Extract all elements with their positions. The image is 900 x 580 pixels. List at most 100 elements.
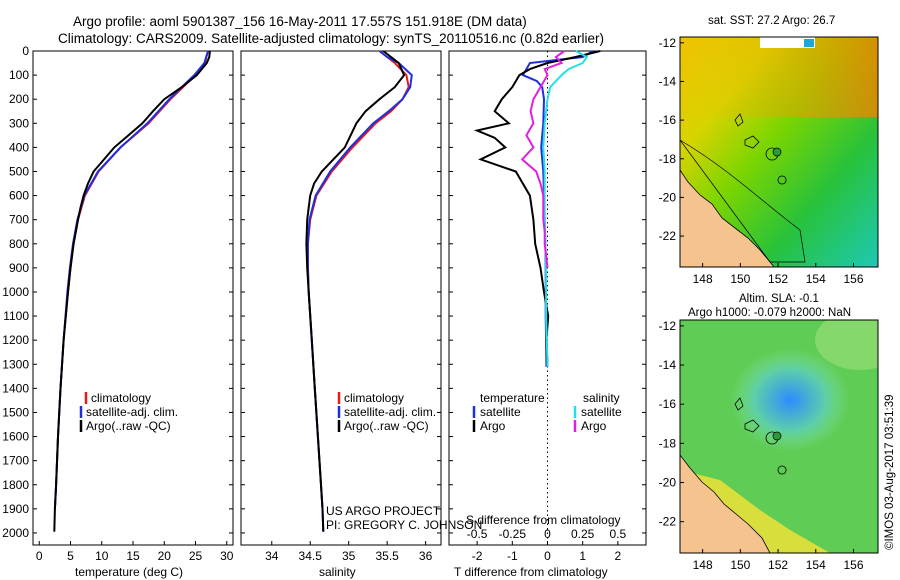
depth-tick-label: 1800 <box>2 478 29 492</box>
depth-tick-label: 1300 <box>2 357 29 371</box>
sst-map-frame <box>679 36 879 268</box>
depth-tick-label: 1900 <box>2 502 29 516</box>
legend-s-satellite: satellite <box>581 405 622 419</box>
depth-tick-label: 1500 <box>2 405 29 419</box>
legend-climatology: climatology <box>91 391 151 405</box>
x-tick-label: 30 <box>220 549 234 563</box>
map-lat-label: -16 <box>659 113 677 127</box>
map-lat-label: -18 <box>659 152 677 166</box>
depth-tick-label: 1400 <box>2 381 29 395</box>
map-lon-label: 154 <box>806 272 826 286</box>
x-tick-label: 1 <box>579 549 586 563</box>
difference-legend: temperature salinity satellite Argo sate… <box>472 391 622 433</box>
salinity-plot-area: 34 34.5 35 35.5 36 <box>241 50 441 563</box>
map-lon-label: 156 <box>843 558 863 572</box>
sla-map-title-line1: Altim. SLA: -0.1 <box>739 293 819 305</box>
depth-tick-label: 1600 <box>2 430 29 444</box>
map-lon-label: 152 <box>768 558 788 572</box>
legend-salinity-header: salinity <box>583 391 620 405</box>
temperature-legend: climatology satellite-adj. clim. Argo(..… <box>79 391 178 433</box>
imos-stamp: ©IMOS 03-Aug-2017 03:51:39 <box>884 394 896 550</box>
legend-climatology: climatology <box>344 391 404 405</box>
x-tick-label: 35 <box>342 549 356 563</box>
map-lat-label: -14 <box>659 74 677 88</box>
temperature-plot-area: 0100200300400500600700800900100011001200… <box>2 44 233 563</box>
sst-argo-location <box>772 147 782 157</box>
x-top-tick-label: 0.5 <box>610 527 627 541</box>
x-tick-label: -2 <box>472 549 483 563</box>
sst-cloud-gap <box>760 37 815 48</box>
depth-tick-label: 2000 <box>2 526 29 540</box>
sla-low-eddy <box>730 348 850 452</box>
series-line-satellite-adj-clim- <box>53 50 209 509</box>
figure-title-line1: Argo profile: aoml 5901387_156 16-May-20… <box>73 14 527 29</box>
sla-map <box>680 320 878 553</box>
legend-argo: Argo(..raw -QC) <box>344 419 429 433</box>
map-lon-label: 150 <box>730 272 750 286</box>
t-difference-axis-label: T difference from climatology <box>454 565 608 579</box>
sst-map-title: sat. SST: 27.2 Argo: 26.7 <box>708 15 835 27</box>
salinity-axis-label: salinity <box>319 565 356 579</box>
depth-tick-label: 1000 <box>2 285 29 299</box>
depth-tick-label: 1100 <box>3 309 29 323</box>
map-lon-label: 156 <box>843 272 863 286</box>
figure-title-line2: Climatology: CARS2009. Satellite-adjuste… <box>58 31 604 46</box>
map-lon-label: 150 <box>730 558 750 572</box>
map-lat-label: -22 <box>659 515 677 529</box>
x-tick-label: 36 <box>419 549 433 563</box>
depth-tick-label: 0 <box>22 44 29 58</box>
map-lat-label: -18 <box>659 436 677 450</box>
x-tick-label: 20 <box>158 549 172 563</box>
x-tick-label: 35.5 <box>375 549 399 563</box>
x-tick-label: 0 <box>544 549 551 563</box>
depth-tick-label: 1700 <box>2 454 29 468</box>
legend-satellite: satellite-adj. clim. <box>344 405 436 419</box>
x-top-tick-label: -0.5 <box>467 527 488 541</box>
series-line-salinity-argo <box>520 50 565 269</box>
sla-map-frame <box>679 319 879 554</box>
depth-tick-label: 1200 <box>2 333 29 347</box>
sst-cool-patch <box>804 39 814 47</box>
depth-tick-label: 300 <box>9 116 29 130</box>
series-line-climatology <box>53 50 209 509</box>
depth-tick-label: 100 <box>9 68 29 82</box>
x-tick-label: 10 <box>95 549 109 563</box>
legend-satellite: satellite-adj. clim. <box>86 405 178 419</box>
series-line-temperature-argo <box>473 50 601 367</box>
map-lat-label: -22 <box>659 229 677 243</box>
salinity-legend: climatology satellite-adj. clim. Argo(..… <box>337 391 436 433</box>
map-lon-label: 152 <box>768 272 788 286</box>
x-top-tick-label: 0.25 <box>571 527 595 541</box>
map-lat-label: -14 <box>659 358 677 372</box>
map-lat-label: -16 <box>659 397 677 411</box>
sla-high-patch <box>815 320 878 370</box>
pi-credit: PI: GREGORY C. JOHNSON <box>326 518 482 532</box>
sst-reefs <box>734 113 787 185</box>
series-line-satellite-adj-clim- <box>306 50 413 532</box>
map-lon-label: 148 <box>693 272 713 286</box>
temperature-panel <box>32 50 234 546</box>
x-tick-label: 25 <box>189 549 203 563</box>
x-tick-label: -1 <box>507 549 518 563</box>
sst-map <box>680 37 878 267</box>
depth-tick-label: 400 <box>9 140 29 154</box>
series-line-salinity-satellite <box>542 50 589 367</box>
sla-map-title-line2: Argo h1000: -0.079 h2000: NaN <box>688 307 851 319</box>
depth-tick-label: 700 <box>9 213 29 227</box>
depth-tick-label: 500 <box>9 164 29 178</box>
x-tick-label: 5 <box>67 549 74 563</box>
depth-tick-label: 200 <box>9 92 29 106</box>
legend-argo: Argo(..raw -QC) <box>86 419 171 433</box>
depth-tick-label: 900 <box>9 261 29 275</box>
temperature-axis-label: temperature (deg C) <box>75 565 183 579</box>
series-line-argo-raw-qc- <box>305 50 406 532</box>
s-difference-axis-label: S difference from climatology <box>466 513 621 527</box>
depth-tick-label: 800 <box>9 237 29 251</box>
legend-temperature-header: temperature <box>480 391 545 405</box>
series-line-argo-raw-qc- <box>53 50 211 532</box>
legend-s-argo: Argo <box>581 419 607 433</box>
sst-land-australia <box>680 169 775 267</box>
map-lon-label: 148 <box>693 558 713 572</box>
legend-t-argo: Argo <box>480 419 506 433</box>
